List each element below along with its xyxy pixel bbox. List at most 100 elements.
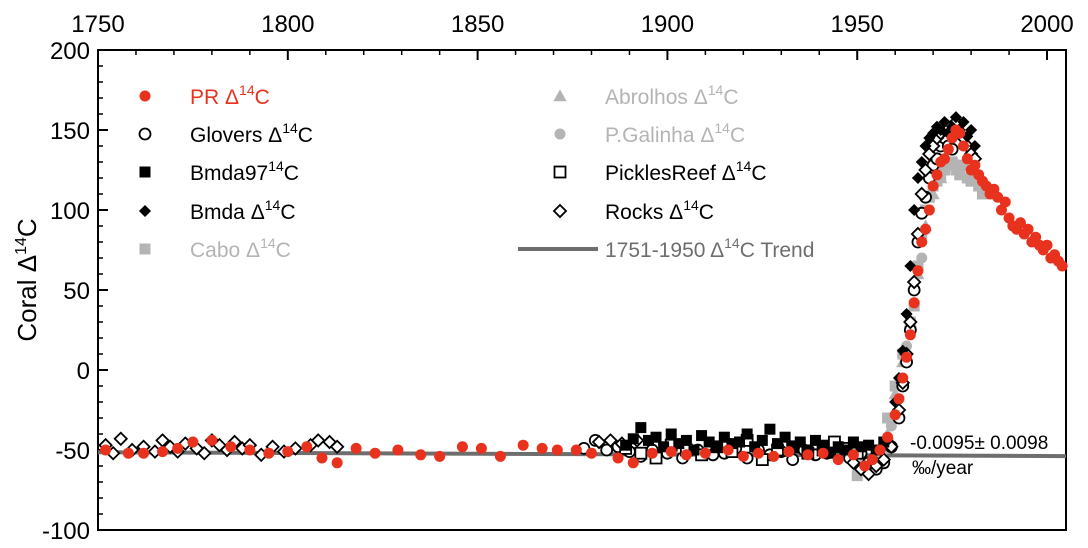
legend-label: Bmda Δ14C	[190, 197, 295, 224]
data-point	[718, 431, 730, 443]
legend-marker	[553, 89, 567, 102]
data-point	[999, 196, 1011, 208]
data-point	[570, 444, 582, 456]
data-point	[316, 452, 328, 464]
legend-item: Bmda Δ14C	[138, 197, 295, 224]
data-point	[456, 441, 468, 453]
data-point	[635, 422, 647, 434]
y-axis-title: Coral Δ14C	[12, 218, 42, 341]
legend-label-suffix: C	[280, 201, 295, 224]
y-tick-label: 100	[50, 198, 90, 225]
data-point	[680, 434, 692, 446]
data-point	[741, 428, 753, 440]
data-point	[517, 439, 529, 451]
data-point	[957, 115, 970, 129]
legend-item: Glovers Δ14C	[138, 120, 313, 147]
legend-marker	[139, 243, 151, 255]
data-point	[310, 433, 326, 448]
data-point	[946, 156, 958, 168]
data-point	[585, 447, 597, 459]
data-point	[900, 307, 913, 321]
legend-item: PR Δ14C	[139, 82, 270, 109]
x-tick-label: 1750	[71, 11, 124, 38]
legend-label-sup: 14	[265, 197, 281, 213]
legend-marker	[552, 203, 568, 219]
data-point	[627, 433, 639, 445]
legend-label: PR Δ14C	[190, 82, 270, 109]
legend-label-main: P.Galinha Δ	[605, 124, 714, 147]
data-point	[603, 433, 618, 448]
data-point	[817, 447, 829, 459]
data-point	[973, 180, 985, 192]
data-point	[893, 393, 905, 405]
data-point	[938, 115, 951, 129]
data-point	[908, 297, 920, 309]
legend-label: Rocks Δ14C	[605, 197, 714, 224]
data-point	[764, 423, 776, 435]
legend-item: Rocks Δ14C	[552, 197, 714, 224]
series-0	[100, 124, 1068, 472]
data-point	[612, 452, 624, 464]
legend-label-main: Cabo Δ	[190, 239, 260, 262]
data-point	[753, 447, 765, 459]
legend-marker	[553, 165, 567, 179]
data-point	[1014, 217, 1026, 229]
data-point	[847, 449, 859, 461]
data-point	[904, 329, 916, 341]
data-point	[536, 442, 548, 454]
x-tick-label: 1800	[261, 11, 314, 38]
data-point	[916, 236, 928, 248]
data-point	[696, 430, 708, 442]
y-tick-label: 50	[63, 278, 90, 305]
legend-label-main: PicklesReef Δ	[605, 162, 736, 185]
data-point	[817, 439, 829, 451]
data-point	[916, 252, 928, 264]
data-point	[958, 140, 970, 152]
data-point	[851, 470, 863, 482]
legend-marker	[139, 90, 151, 102]
data-point	[734, 436, 746, 448]
data-point	[965, 175, 977, 187]
data-point	[901, 351, 913, 363]
data-point	[634, 446, 648, 460]
data-point	[794, 436, 806, 448]
data-point	[646, 447, 658, 459]
data-point	[969, 159, 981, 171]
data-point	[897, 372, 909, 384]
legend-label-main: Bmda97	[190, 162, 268, 185]
legend-label-sup: 14	[708, 82, 724, 98]
y-tick-label: 150	[50, 118, 90, 145]
data-point	[187, 436, 199, 448]
data-point	[620, 439, 632, 451]
legend-label-suffix: C	[730, 124, 745, 147]
data-point	[783, 446, 795, 458]
data-point	[726, 438, 738, 450]
y-tick-label: 0	[77, 358, 90, 385]
data-point	[976, 188, 988, 200]
data-point	[768, 450, 780, 462]
data-point	[931, 169, 943, 181]
data-point	[673, 438, 685, 450]
data-point	[722, 444, 734, 456]
data-point	[1056, 260, 1068, 272]
data-point	[665, 428, 677, 440]
data-point	[882, 412, 894, 424]
data-point	[225, 441, 237, 453]
marks	[98, 111, 1068, 482]
legend-label: Glovers Δ14C	[190, 120, 313, 147]
data-point	[961, 153, 973, 165]
data-point	[282, 446, 294, 458]
data-point	[914, 186, 930, 202]
legend-marker	[139, 166, 151, 178]
legend-item-trend: 1751-1950 Δ14C Trend	[518, 235, 814, 262]
data-point	[832, 454, 844, 466]
data-point	[930, 120, 943, 133]
data-point	[244, 444, 256, 456]
y-axis-title-sup: 14	[13, 237, 30, 255]
data-point	[627, 457, 639, 469]
data-point	[642, 434, 654, 446]
data-point	[122, 447, 134, 459]
data-point	[949, 155, 963, 168]
legend-label-main: Glovers Δ	[190, 124, 282, 147]
